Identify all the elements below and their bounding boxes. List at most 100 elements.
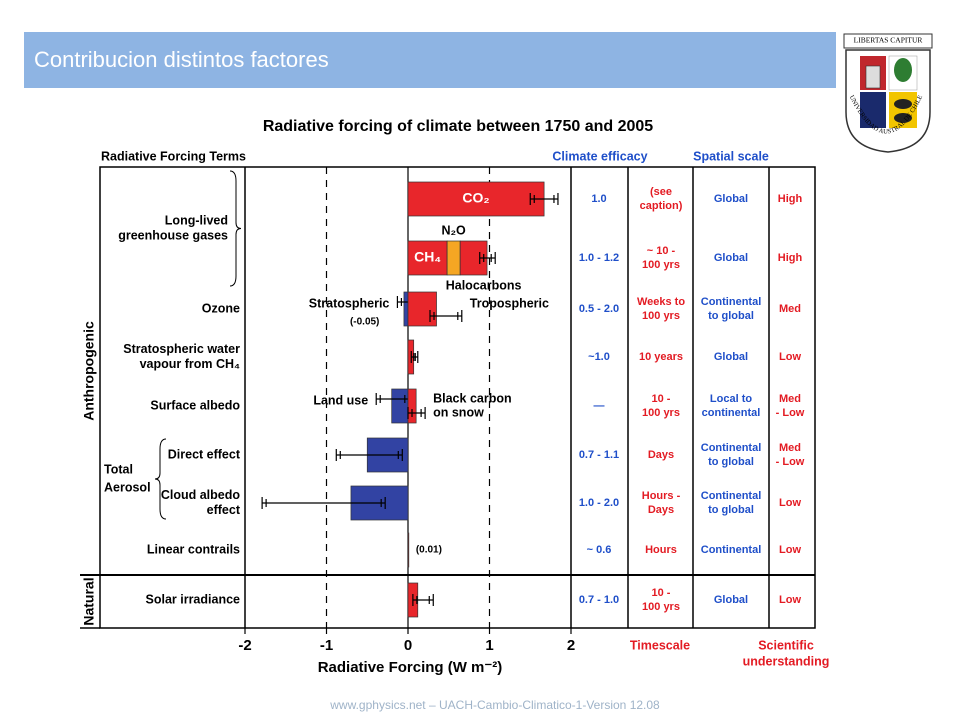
bar [407,532,410,568]
bar-label: Stratospheric [309,296,390,310]
x-tick-label: 1 [485,637,493,654]
error-bar [429,310,463,322]
column-header: understanding [743,654,830,668]
bar-label: CO₂ [462,190,489,206]
logo: LIBERTAS CAPITUR UNIVERSIDAD AUSTRAL DE … [843,33,933,153]
cell-spatial: Global [714,252,748,264]
logo-cattle [894,113,912,123]
cell-understanding: High [778,252,803,264]
column-header: Climate efficacy [552,149,647,163]
table-frame [99,166,816,629]
bar-label: CH₄ [414,249,441,265]
logo-banner [843,33,933,49]
cell-timescale: Days [648,504,674,516]
logo-castle [865,65,881,89]
cell-spatial: Continental [701,490,762,502]
cell-spatial: Continental [701,544,762,556]
bar [407,181,545,217]
bar-label: Land use [313,393,368,407]
error-bar [335,449,403,461]
x-tick-label: 2 [567,637,575,654]
cell-efficacy: ~ 0.6 [587,544,612,556]
subgroup-label: Long-lived [165,213,228,227]
bar [403,291,409,327]
cell-timescale: 10 - [652,393,671,405]
column-header: Scientific [758,638,814,652]
cell-spatial: Continental [701,442,762,454]
cell-timescale: Days [648,449,674,461]
cell-efficacy: 1.0 - 2.0 [579,497,619,509]
cell-efficacy: 1.0 - 1.2 [579,252,619,264]
cell-efficacy: 0.5 - 2.0 [579,303,619,315]
column-header: Timescale [630,638,690,652]
x-tick-label: 0 [404,637,412,654]
cell-timescale: 100 yrs [642,601,680,613]
terms-header: Radiative Forcing Terms [101,149,246,163]
cell-spatial: Global [714,351,748,363]
bar-label: Halocarbons [446,278,522,292]
cell-understanding: - Low [776,456,805,468]
error-bar [261,497,386,509]
cell-spatial: to global [708,456,754,468]
header-bar [24,32,836,88]
cell-timescale: 100 yrs [642,310,680,322]
cell-efficacy: 1.0 [591,193,606,205]
bar [391,388,409,424]
bar-label: Black carbon [433,391,512,405]
cell-understanding: Low [779,351,801,363]
cell-timescale: Hours [645,544,677,556]
logo-cattle [894,99,912,109]
error-bar [410,351,419,363]
cell-spatial: Global [714,193,748,205]
cell-timescale: 100 yrs [642,259,680,271]
row-label: vapour from CH₄ [140,357,240,371]
cell-spatial: to global [708,504,754,516]
x-tick-label: -1 [320,637,333,654]
row-label: Solar irradiance [146,592,241,606]
cell-timescale: ~ 10 - [647,245,676,257]
group-label: Natural [81,577,97,625]
error-bar [407,407,426,419]
error-bar [412,594,434,606]
chart-title: Radiative forcing of climate between 175… [263,118,653,135]
bar [407,240,448,276]
cell-spatial: Continental [701,296,762,308]
cell-timescale: Hours - [642,490,681,502]
row-label: effect [207,503,241,517]
column-header: Spatial scale [693,149,769,163]
cell-timescale: 10 - [652,587,671,599]
cell-spatial: Local to [710,393,752,405]
row-label: Surface albedo [150,398,240,412]
bar [407,291,437,327]
error-bar [479,252,496,264]
error-bar [529,193,559,205]
cell-understanding: High [778,193,803,205]
cell-timescale: Weeks to [637,296,685,308]
cell-understanding: Low [779,497,801,509]
row-label: Cloud albedo [161,488,241,502]
cell-spatial: Global [714,594,748,606]
cell-understanding: Med [779,393,801,405]
bar [446,240,461,276]
subgroup-label: Total [104,462,133,476]
bar-label: Tropospheric [470,296,549,310]
subgroup-label: greenhouse gases [118,228,228,242]
slide-title: Contribucion distintos factores [34,47,329,72]
cell-efficacy: ~1.0 [588,351,610,363]
brace [229,170,242,287]
cell-understanding: Low [779,594,801,606]
cell-spatial: to global [708,310,754,322]
cell-timescale: 10 years [639,351,683,363]
cell-spatial: continental [702,407,761,419]
cell-efficacy: — [594,400,605,412]
logo-tree [894,58,912,82]
cell-timescale: 100 yrs [642,407,680,419]
bar [407,388,417,424]
value-label: (-0.05) [350,317,379,328]
cell-timescale: caption) [640,200,683,212]
cell-understanding: Med [779,442,801,454]
brace [154,438,167,520]
slide-footer: www.gphysics.net – UACH-Cambio-Climatico… [329,698,660,712]
row-label: Stratospheric water [123,342,240,356]
